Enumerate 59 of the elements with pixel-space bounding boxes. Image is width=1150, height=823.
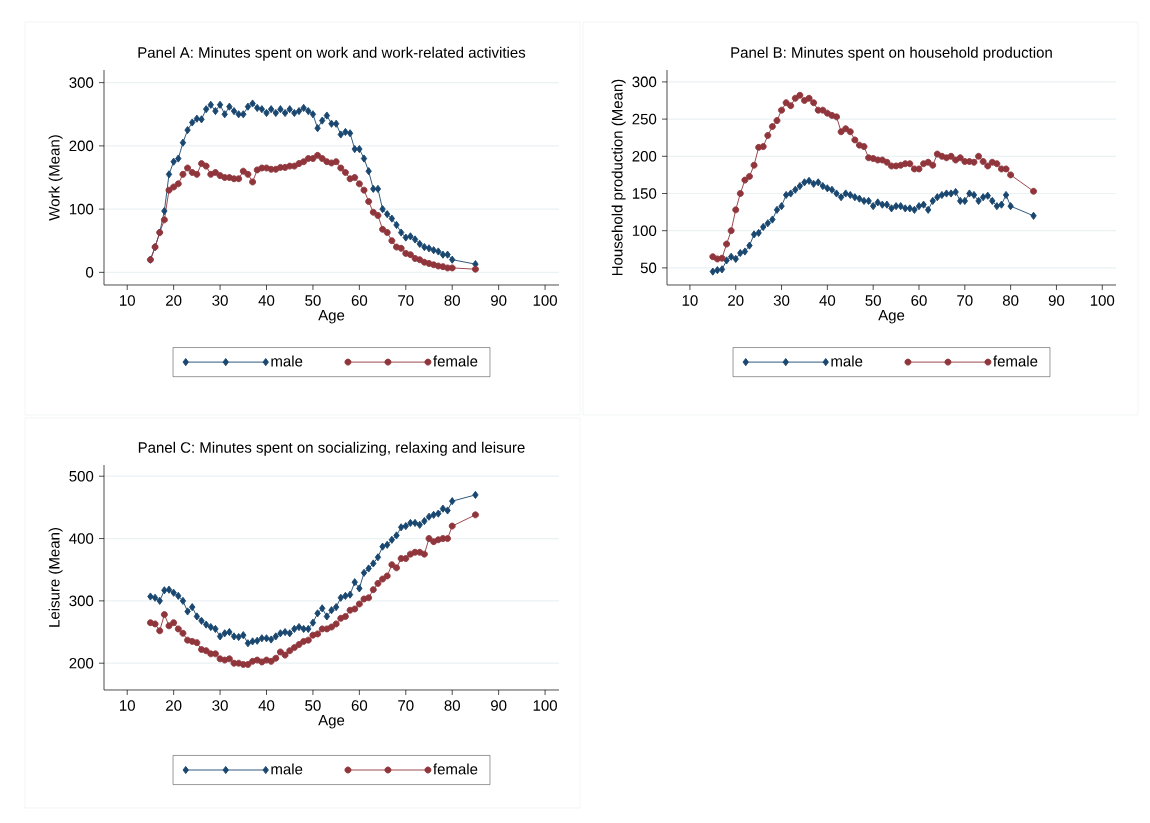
- x-tick-label: 80: [1002, 295, 1019, 306]
- y-axis-title: Work (Mean): [48, 135, 63, 221]
- x-tick-label: 50: [865, 295, 881, 306]
- legend-label: male: [271, 355, 303, 367]
- legend-label: male: [271, 763, 303, 775]
- x-tick-label: 70: [398, 700, 414, 711]
- x-tick-label: 100: [1090, 295, 1115, 306]
- x-tick-label: 70: [398, 295, 414, 306]
- x-tick-label: 30: [773, 295, 790, 306]
- y-tick-label: 400: [69, 533, 94, 544]
- legend-label: female: [993, 355, 1038, 367]
- y-tick-label: 500: [69, 470, 94, 482]
- y-tick-label: 50: [640, 262, 657, 274]
- chart-title: Panel B: Minutes spent on household production: [731, 46, 1052, 61]
- chart-title: Panel A: Minutes spent on work and work-related activities: [138, 46, 526, 61]
- y-tick-label: 300: [69, 77, 94, 88]
- legend-label: male: [831, 355, 863, 367]
- x-tick-label: 10: [120, 700, 135, 711]
- y-tick-label: 100: [69, 203, 94, 215]
- x-tick-label: 70: [957, 295, 973, 306]
- x-tick-label: 80: [444, 295, 460, 306]
- x-tick-label: 40: [819, 295, 836, 306]
- x-tick-label: 40: [258, 295, 275, 306]
- x-axis-title: Age: [878, 310, 905, 324]
- x-tick-label: 90: [491, 295, 507, 306]
- x-tick-label: 100: [533, 295, 557, 306]
- y-axis-title: Leisure (Mean): [48, 528, 63, 627]
- x-tick-label: 60: [351, 700, 368, 711]
- x-tick-label: 60: [911, 295, 927, 306]
- x-tick-label: 60: [351, 295, 368, 306]
- y-tick-label: 200: [632, 150, 657, 162]
- legend-label: female: [433, 355, 478, 367]
- y-tick-label: 100: [632, 225, 657, 236]
- x-tick-label: 20: [728, 295, 744, 306]
- x-tick-label: 20: [166, 295, 182, 306]
- y-axis-title: Household production (Mean): [611, 79, 626, 276]
- x-tick-label: 30: [212, 295, 228, 306]
- x-tick-label: 90: [1048, 295, 1065, 306]
- x-tick-label: 30: [212, 700, 228, 711]
- x-tick-label: 90: [491, 700, 507, 711]
- x-axis-title: Age: [318, 715, 345, 729]
- x-tick-label: 80: [444, 700, 460, 711]
- y-tick-label: 250: [632, 113, 657, 125]
- x-axis-title: Age: [318, 310, 345, 324]
- x-tick-label: 40: [258, 700, 275, 711]
- y-tick-label: 0: [86, 267, 94, 278]
- x-tick-label: 20: [166, 700, 182, 711]
- y-tick-label: 300: [632, 76, 657, 88]
- x-tick-label: 10: [682, 295, 698, 306]
- x-tick-label: 100: [533, 700, 557, 711]
- y-tick-label: 150: [632, 188, 657, 199]
- y-tick-label: 200: [69, 140, 94, 152]
- x-tick-label: 50: [305, 295, 321, 306]
- chart-title: Panel C: Minutes spent on socializing, relaxing and leisure: [138, 441, 525, 456]
- y-tick-label: 300: [69, 595, 94, 607]
- legend-label: female: [433, 763, 478, 775]
- x-tick-label: 50: [305, 700, 321, 711]
- x-tick-label: 10: [120, 295, 135, 306]
- y-tick-label: 200: [69, 657, 94, 669]
